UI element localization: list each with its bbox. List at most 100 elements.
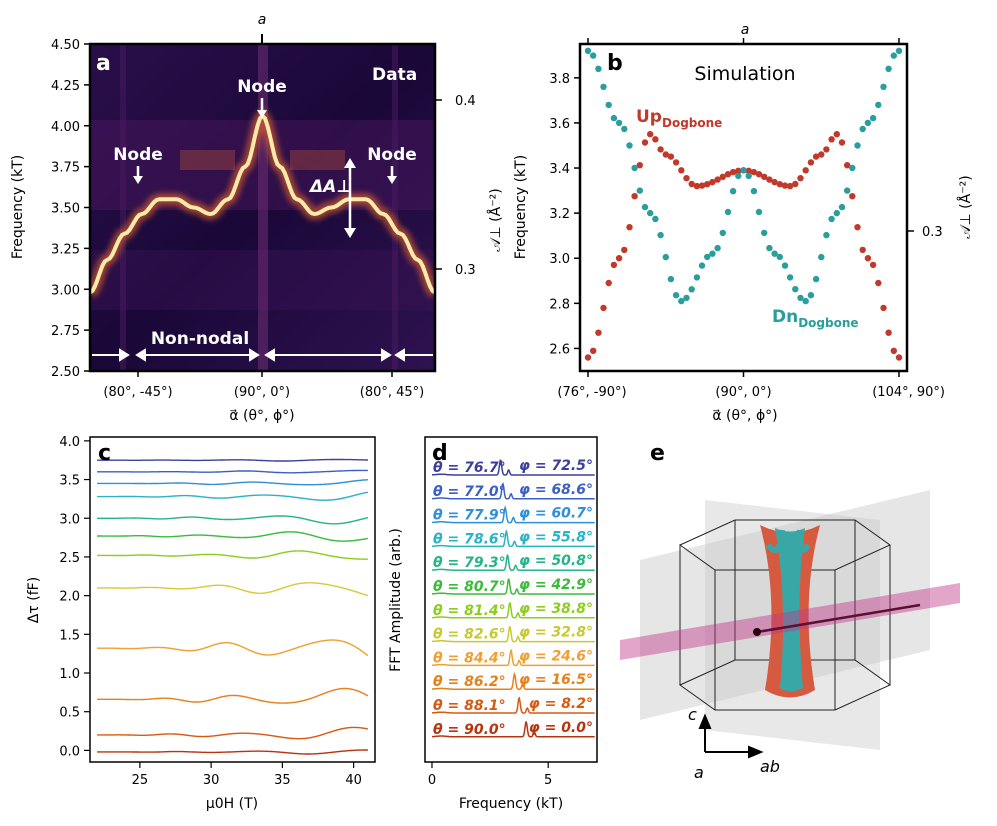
panel-a-top-label: a <box>258 12 267 28</box>
panel-a-ytick-label: 2.50 <box>51 365 80 380</box>
point-dn-dogbone <box>812 275 820 283</box>
panel-c-ytick-label: 0.0 <box>59 744 80 759</box>
fft-trace <box>431 721 595 738</box>
panel-c-ylabel: Δτ (fF) <box>26 577 42 623</box>
point-up-dogbone <box>636 162 643 169</box>
point-dn-dogbone <box>771 250 778 257</box>
panel-b-ylabel: Frequency (kT) <box>513 155 529 259</box>
up-dogbone-label: UpDogbone <box>636 107 722 130</box>
panel-c-xtick-label: 25 <box>132 773 149 788</box>
panel-b-ytick-label: 2.8 <box>549 297 570 312</box>
point-up-dogbone <box>786 182 794 190</box>
point-dn-dogbone <box>890 52 897 59</box>
panel-c-ytick-label: 1.5 <box>59 628 80 643</box>
panel-a-right-axis-label: 𝒜⊥ (Å⁻²) <box>487 188 504 251</box>
field-vector <box>756 603 921 634</box>
panel-a-xtick-label: (80°, -45°) <box>103 385 172 400</box>
point-dn-dogbone <box>859 125 866 133</box>
dn-dogbone-label: DnDogbone <box>772 307 859 330</box>
point-dn-dogbone <box>750 187 758 195</box>
point-up-dogbone <box>672 159 680 166</box>
fft-trace <box>431 672 595 690</box>
panel-b-top-label: a <box>741 22 750 38</box>
phi-label: φ = 50.8° <box>519 553 593 569</box>
panel-a-ytick-label: 3.25 <box>51 242 80 257</box>
fft-trace <box>431 602 595 619</box>
panel-d-frame <box>424 436 598 763</box>
point-up-dogbone <box>647 131 654 138</box>
point-dn-dogbone <box>807 292 815 299</box>
panel-a-ytick-label: 4.00 <box>51 120 80 135</box>
panel-c-ytick-label: 3.0 <box>59 512 80 527</box>
point-up-dogbone <box>590 347 597 354</box>
point-up-dogbone <box>781 182 789 189</box>
phi-label: φ = 72.5° <box>519 458 593 474</box>
point-dn-dogbone <box>869 114 877 122</box>
point-dn-dogbone <box>714 244 721 252</box>
point-up-dogbone <box>859 246 866 254</box>
point-dn-dogbone <box>849 164 856 172</box>
point-dn-dogbone <box>683 294 690 302</box>
phi-label: φ = 16.5° <box>519 672 593 688</box>
non-nodal-label: Non-nodal <box>151 329 249 349</box>
point-dn-dogbone <box>844 187 851 194</box>
point-dn-dogbone <box>838 203 846 211</box>
point-dn-dogbone <box>740 167 747 174</box>
theta-label: θ = 78.6° <box>433 531 506 547</box>
theta-label: θ = 86.2° <box>433 674 506 690</box>
point-dn-dogbone <box>631 164 638 172</box>
panel-a-right-tick-1: 0.4 <box>455 94 476 109</box>
point-up-dogbone <box>771 178 778 186</box>
panel-c-ytick-label: 1.0 <box>59 667 80 682</box>
phi-label: φ = 55.8° <box>519 529 593 545</box>
panel-d-ylabel: FFT Amplitude (arb.) <box>388 528 404 672</box>
panel-a: 2.50 2.75 3.00 3.25 3.50 3.75 4.00 4.25 4.50 (80… <box>10 12 476 424</box>
panel-b-xtick-label: (104°, 90°) <box>872 385 945 400</box>
fft-trace <box>431 482 595 500</box>
node-label-left: Node <box>113 145 163 165</box>
point-up-dogbone <box>610 261 618 269</box>
torque-trace <box>97 726 369 740</box>
point-up-dogbone <box>709 178 716 186</box>
point-up-dogbone <box>864 255 872 262</box>
point-up-dogbone <box>880 304 887 312</box>
panel-a-ytick-label: 3.75 <box>51 161 80 176</box>
panel-c-xticks: 25 30 35 40 <box>132 762 362 788</box>
point-dn-dogbone <box>802 297 809 305</box>
panel-c-ytick-label: 4.0 <box>59 435 80 450</box>
point-dn-dogbone <box>719 229 726 237</box>
point-dn-dogbone <box>584 47 592 54</box>
panel-c-frame <box>89 436 376 763</box>
panel-d-traces: θ = 76.7° φ = 72.5° θ = 77.0° φ = 68.6° θ = … <box>431 458 595 738</box>
point-up-dogbone <box>797 175 804 182</box>
point-up-dogbone <box>750 168 758 176</box>
phi-label: φ = 24.6° <box>519 648 593 664</box>
point-dn-dogbone <box>724 208 732 216</box>
point-dn-dogbone <box>833 209 840 217</box>
panel-c-ytick-label: 2.0 <box>59 590 80 605</box>
theta-label: θ = 81.4° <box>433 603 506 619</box>
point-dn-dogbone <box>745 172 752 180</box>
point-up-dogbone <box>812 153 820 160</box>
point-up-dogbone <box>844 162 851 169</box>
torque-trace <box>96 639 369 657</box>
point-up-dogbone <box>818 151 825 158</box>
fft-trace <box>431 529 595 548</box>
panel-b-xtick-label: (76°, -90°) <box>557 385 626 400</box>
torque-trace <box>97 749 368 755</box>
point-up-dogbone <box>755 171 763 178</box>
node-label-center: Node <box>237 77 287 97</box>
point-up-dogbone <box>828 136 835 143</box>
point-dn-dogbone <box>864 119 872 127</box>
fft-trace <box>431 459 595 476</box>
point-up-dogbone <box>605 279 612 287</box>
point-up-dogbone <box>626 224 633 231</box>
panel-b-right-tick: 0.3 <box>922 225 943 240</box>
panel-d-xtick-label: 0 <box>428 773 436 788</box>
point-dn-dogbone <box>595 65 602 73</box>
theta-label: θ = 80.7° <box>433 579 506 595</box>
theta-label: θ = 90.0° <box>433 722 506 738</box>
point-up-dogbone <box>615 255 623 262</box>
panel-d-label: d <box>432 441 448 466</box>
